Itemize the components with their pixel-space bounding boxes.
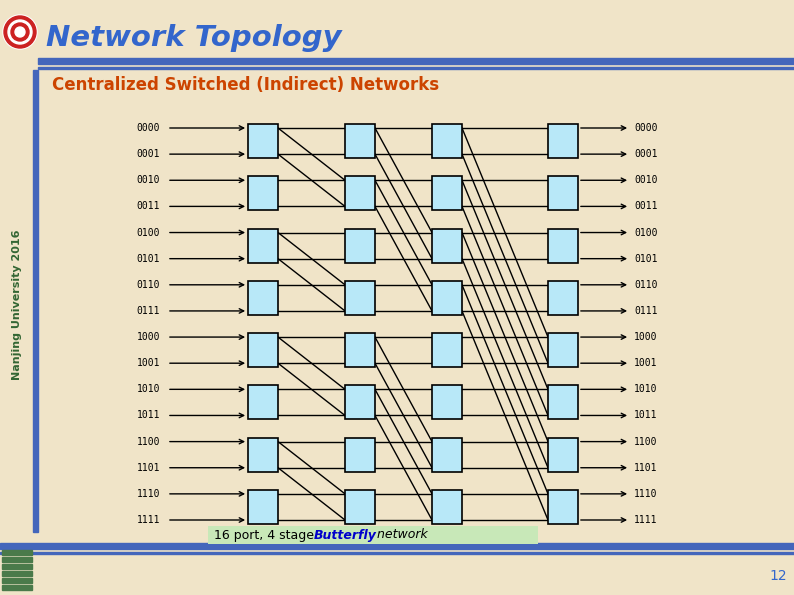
Text: 1011: 1011 <box>634 411 657 421</box>
Bar <box>248 437 278 472</box>
Bar <box>432 437 462 472</box>
Text: 1100: 1100 <box>634 437 657 447</box>
Bar <box>345 176 375 211</box>
Text: 1101: 1101 <box>634 463 657 473</box>
Bar <box>432 228 462 262</box>
Text: 0010: 0010 <box>634 176 657 185</box>
Text: 1111: 1111 <box>634 515 657 525</box>
Bar <box>2 578 32 583</box>
Bar <box>345 386 375 419</box>
Bar <box>2 571 32 576</box>
Text: 0100: 0100 <box>137 227 160 237</box>
Bar <box>38 58 794 64</box>
Bar <box>345 333 375 367</box>
Text: 0001: 0001 <box>634 149 657 159</box>
Bar <box>548 281 578 315</box>
Text: 12: 12 <box>769 569 787 583</box>
Text: 1010: 1010 <box>634 384 657 394</box>
Text: Centralized Switched (Indirect) Networks: Centralized Switched (Indirect) Networks <box>52 76 439 94</box>
Bar <box>548 386 578 419</box>
Text: 1101: 1101 <box>137 463 160 473</box>
Bar <box>2 564 32 569</box>
Bar <box>0 552 794 554</box>
Circle shape <box>11 23 29 41</box>
Bar <box>248 124 278 158</box>
Text: Nanjing University 2016: Nanjing University 2016 <box>12 230 22 380</box>
Text: 0011: 0011 <box>137 201 160 211</box>
Text: 1001: 1001 <box>634 358 657 368</box>
Text: 1110: 1110 <box>137 489 160 499</box>
Text: Network Topology: Network Topology <box>46 24 341 52</box>
Bar <box>345 124 375 158</box>
Text: 0100: 0100 <box>634 227 657 237</box>
Text: 0110: 0110 <box>634 280 657 290</box>
Text: 1001: 1001 <box>137 358 160 368</box>
Text: 0000: 0000 <box>137 123 160 133</box>
Text: Butterfly: Butterfly <box>314 528 377 541</box>
Text: 0111: 0111 <box>634 306 657 316</box>
Text: 0101: 0101 <box>137 253 160 264</box>
Bar <box>432 124 462 158</box>
Bar <box>548 228 578 262</box>
Bar <box>432 386 462 419</box>
Bar <box>38 67 794 69</box>
Bar <box>248 333 278 367</box>
Bar <box>0 543 794 549</box>
Text: 0110: 0110 <box>137 280 160 290</box>
Circle shape <box>15 27 25 37</box>
Circle shape <box>4 16 36 48</box>
Bar <box>248 386 278 419</box>
Bar <box>548 437 578 472</box>
Bar <box>2 550 32 555</box>
Bar <box>432 490 462 524</box>
Bar <box>2 585 32 590</box>
Text: 0111: 0111 <box>137 306 160 316</box>
Bar <box>548 333 578 367</box>
Text: 16 port, 4 stage: 16 port, 4 stage <box>214 528 318 541</box>
Text: 1000: 1000 <box>634 332 657 342</box>
Bar <box>248 281 278 315</box>
Text: 0010: 0010 <box>137 176 160 185</box>
Text: 0000: 0000 <box>634 123 657 133</box>
Bar <box>345 437 375 472</box>
Bar <box>248 490 278 524</box>
Circle shape <box>8 20 32 44</box>
Bar <box>33 70 38 532</box>
Bar <box>345 228 375 262</box>
Text: 0001: 0001 <box>137 149 160 159</box>
Text: 1000: 1000 <box>137 332 160 342</box>
Bar <box>548 176 578 211</box>
Text: 1100: 1100 <box>137 437 160 447</box>
Text: 1111: 1111 <box>137 515 160 525</box>
Bar <box>345 490 375 524</box>
Bar <box>548 124 578 158</box>
Text: 1010: 1010 <box>137 384 160 394</box>
Bar <box>208 526 538 544</box>
Circle shape <box>3 15 37 49</box>
Text: 1011: 1011 <box>137 411 160 421</box>
Bar <box>248 176 278 211</box>
Bar <box>2 557 32 562</box>
Text: 0101: 0101 <box>634 253 657 264</box>
Bar <box>548 490 578 524</box>
Text: network: network <box>373 528 428 541</box>
Bar <box>345 281 375 315</box>
Bar <box>432 176 462 211</box>
Bar <box>432 281 462 315</box>
Bar <box>432 333 462 367</box>
Text: 1110: 1110 <box>634 489 657 499</box>
Text: 0011: 0011 <box>634 201 657 211</box>
Bar <box>248 228 278 262</box>
